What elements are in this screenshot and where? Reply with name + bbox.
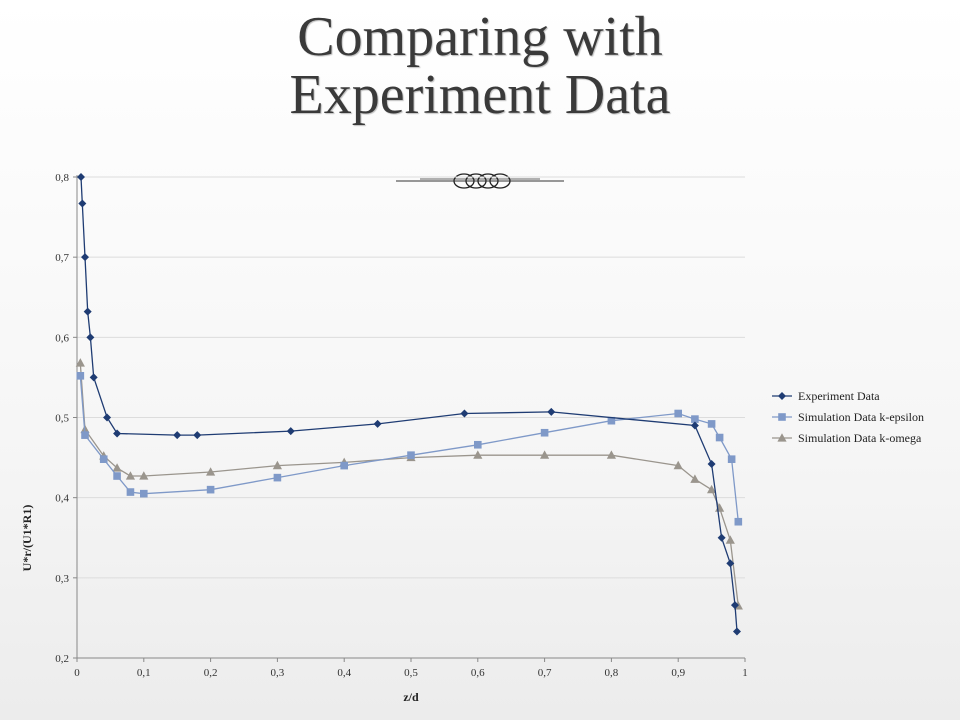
y-tick-label: 0,5 — [55, 413, 69, 425]
data-point — [726, 559, 735, 568]
legend-label: Experiment Data — [798, 389, 880, 403]
y-tick-label: 0,6 — [55, 332, 69, 344]
x-tick-label: 0,7 — [538, 667, 552, 679]
data-point — [707, 420, 716, 428]
data-point — [673, 460, 683, 470]
x-tick-label: 0,2 — [204, 667, 218, 679]
data-point — [725, 535, 735, 544]
data-point — [734, 517, 743, 526]
x-tick-label: 0 — [74, 667, 80, 679]
data-point — [607, 416, 616, 425]
data-point — [540, 450, 550, 459]
slide-title-line-2: Experiment Data — [289, 64, 671, 126]
data-point — [76, 372, 85, 380]
title-ornament — [396, 173, 564, 189]
data-point — [690, 474, 700, 483]
data-point — [193, 431, 202, 440]
series-3 — [75, 358, 743, 610]
data-point — [81, 253, 90, 262]
legend: Experiment Data Simulation Data k-epsilon… — [772, 389, 924, 445]
data-point — [113, 472, 121, 480]
data-point — [75, 358, 85, 367]
data-point — [407, 451, 415, 459]
data-point — [715, 433, 724, 442]
data-point — [81, 431, 89, 439]
data-point — [112, 463, 122, 472]
data-point — [272, 460, 282, 470]
series-group — [75, 173, 743, 636]
y-tick-label: 0,3 — [55, 573, 69, 585]
x-tick-label: 0,8 — [605, 667, 619, 679]
slide-title-line-1: Comparing with — [297, 6, 663, 68]
x-tick-label: 0,4 — [337, 667, 351, 679]
data-point — [86, 333, 95, 342]
data-point — [690, 421, 699, 430]
x-tick-label: 0,6 — [471, 667, 485, 679]
data-point — [474, 440, 482, 449]
legend-marker — [778, 392, 786, 400]
series-line — [80, 176, 738, 632]
data-point — [547, 407, 556, 416]
data-point — [674, 409, 682, 418]
data-point — [691, 415, 699, 423]
x-tick-label: 0,9 — [671, 667, 685, 679]
x-tick-label: 0,3 — [271, 667, 285, 679]
legend-item: Simulation Data k-omega — [772, 431, 922, 445]
series-line — [79, 375, 739, 522]
data-point — [715, 503, 725, 512]
data-point — [286, 427, 295, 436]
data-point — [473, 450, 483, 459]
data-point — [606, 450, 616, 459]
x-tick-label: 1 — [742, 667, 748, 679]
data-point — [113, 429, 122, 438]
legend-item: Experiment Data — [772, 389, 880, 403]
legend-item: Simulation Data k-epsilon — [772, 410, 924, 424]
axes — [73, 175, 746, 662]
y-tick-label: 0,7 — [55, 252, 69, 264]
y-tick-label: 0,2 — [55, 653, 69, 665]
data-point — [206, 467, 216, 476]
chart: 0,2 0,3 0,4 0,5 0,6 0,7 0,8 0 0,1 0,2 0,3 0,4 0,5 0,6… — [20, 172, 924, 704]
y-axis-title: U*r/(U1*R1) — [20, 505, 34, 572]
data-point — [730, 601, 739, 610]
data-point — [540, 428, 549, 437]
data-point — [140, 489, 148, 498]
slide-title: Comparing with Experiment Data — [0, 8, 960, 124]
data-point — [460, 409, 469, 418]
data-point — [77, 173, 86, 181]
data-point — [125, 471, 136, 480]
data-point — [103, 413, 112, 422]
data-point — [273, 473, 282, 482]
data-point — [717, 533, 726, 542]
data-point — [707, 484, 717, 494]
data-point — [99, 455, 108, 463]
x-tick-label: 0,5 — [404, 667, 418, 679]
data-point — [78, 199, 87, 208]
data-point — [707, 459, 716, 468]
data-point — [173, 431, 182, 440]
data-point — [727, 455, 736, 463]
data-point — [126, 488, 135, 496]
legend-marker — [777, 433, 787, 442]
y-tick-label: 0,4 — [55, 493, 69, 505]
legend-label: Simulation Data k-epsilon — [798, 410, 924, 424]
x-axis-title: z/d — [403, 690, 419, 704]
data-point — [83, 307, 92, 316]
data-point — [340, 461, 348, 470]
x-tick-label: 0,1 — [137, 667, 151, 679]
legend-label: Simulation Data k-omega — [798, 431, 922, 445]
series-line — [79, 362, 739, 606]
data-point — [206, 485, 215, 494]
grid-lines — [77, 176, 745, 579]
series-1 — [77, 173, 741, 636]
data-point — [139, 471, 149, 480]
y-tick-label: 0,8 — [55, 172, 69, 184]
series-2 — [76, 372, 743, 526]
data-point — [732, 627, 741, 636]
data-point — [89, 373, 98, 382]
legend-marker — [778, 413, 786, 421]
tick-labels: 0,2 0,3 0,4 0,5 0,6 0,7 0,8 0 0,1 0,2 0,3 0,4 0,5 0,6… — [55, 172, 748, 679]
data-point — [373, 419, 382, 428]
